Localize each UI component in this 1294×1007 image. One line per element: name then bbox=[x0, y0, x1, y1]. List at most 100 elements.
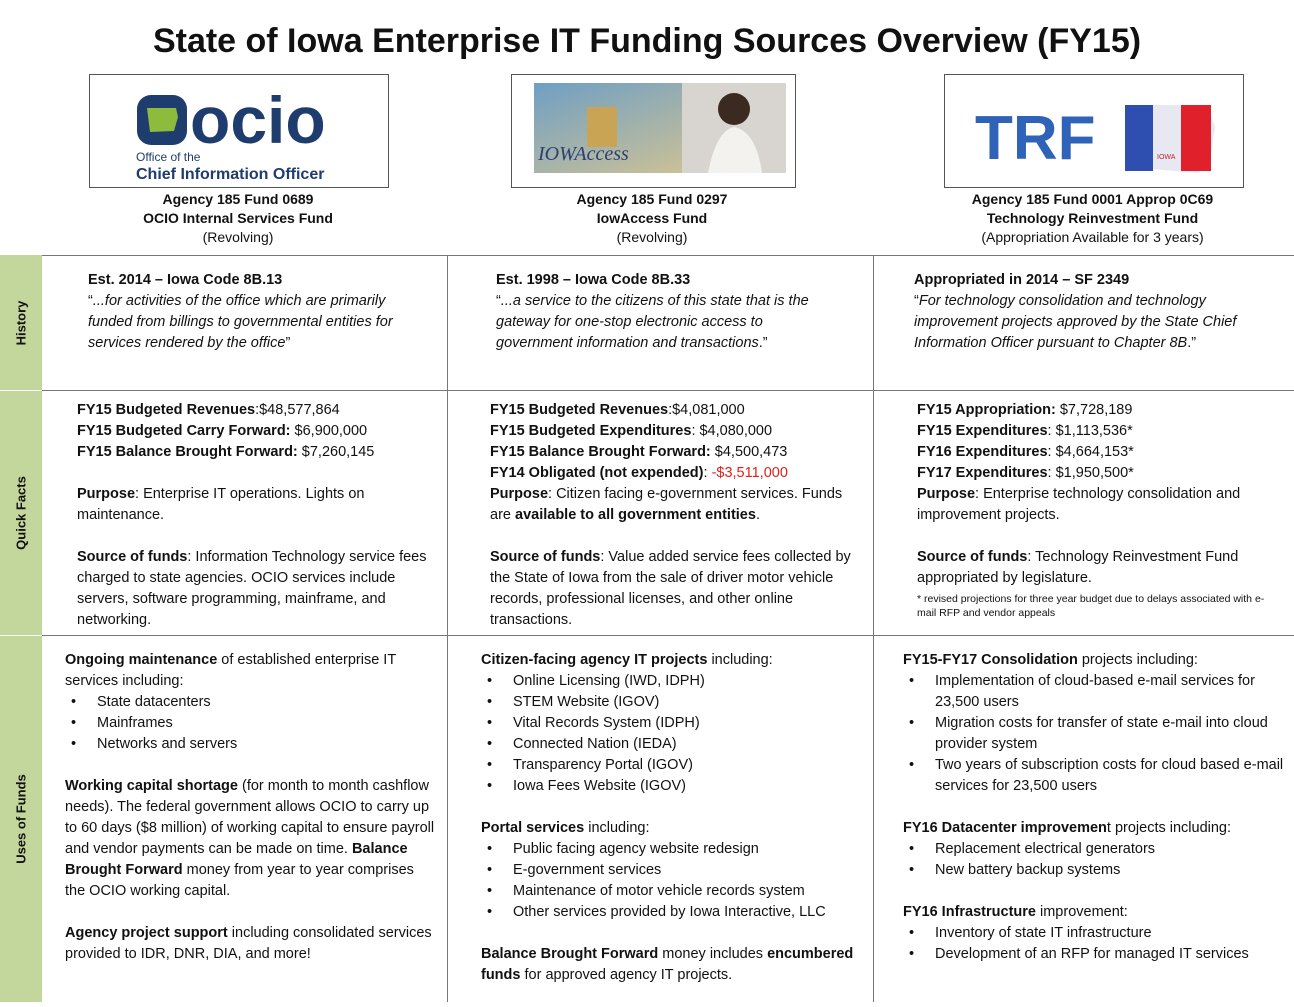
bullet-item: Mainframes bbox=[65, 713, 437, 734]
quick-facts-cell: FY15 Budgeted Revenues:$48,577,864 FY15 B… bbox=[77, 400, 432, 652]
text-run: “ bbox=[496, 293, 501, 309]
text-run: : bbox=[703, 465, 712, 481]
text-run: * revised projections for three year bud… bbox=[917, 593, 1265, 619]
text-run: Agency 185 Fund 0689 bbox=[162, 191, 314, 207]
text-run: State datacenters bbox=[97, 694, 211, 710]
paragraph: FY15 Budgeted Revenues:$4,081,000 FY15 Bu… bbox=[490, 400, 855, 526]
text-line: FY15 Balance Brought Forward: $4,500,473 bbox=[490, 442, 855, 463]
text-run: Purpose bbox=[490, 486, 549, 502]
bullet-item: Connected Nation (IEDA) bbox=[481, 734, 866, 755]
text-run: : $1,950,500* bbox=[1047, 465, 1134, 481]
text-line: Agency 185 Fund 0689 bbox=[89, 190, 387, 209]
text-run: -$3,511,000 bbox=[711, 465, 788, 481]
bullet-item: Online Licensing (IWD, IDPH) bbox=[481, 671, 866, 692]
text-run: encumbered funds bbox=[481, 946, 854, 983]
bullet-item: State datacenters bbox=[65, 692, 437, 713]
text-run: Inventory of state IT infrastructure bbox=[935, 925, 1152, 941]
paragraph: Est. 2014 – Iowa Code 8B.13 “...for activ… bbox=[88, 270, 428, 354]
text-run: Connected Nation (IEDA) bbox=[513, 736, 677, 752]
divider bbox=[873, 255, 874, 1002]
text-run: Est. 2014 – Iowa Code 8B.13 bbox=[88, 272, 283, 288]
row-label-box: Uses of Funds bbox=[0, 636, 42, 1003]
text-line: FY16 Datacenter improvement projects inc… bbox=[903, 818, 1288, 839]
text-run: available to all government entities bbox=[515, 507, 756, 523]
uses-cell: Ongoing maintenance of established enter… bbox=[65, 650, 437, 986]
text-run: including: bbox=[584, 820, 650, 836]
text-run: : Technology Reinvestment Fund appropria… bbox=[917, 549, 1239, 586]
text-run: $4,500,473 bbox=[710, 444, 788, 460]
paragraph: Balance Brought Forward money includes e… bbox=[481, 944, 866, 986]
ocio-logo: ocio Office of the Chief Information Off… bbox=[89, 74, 389, 188]
text-run: (Appropriation Available for 3 years) bbox=[981, 229, 1204, 245]
text-line: Source of funds: Technology Reinvestment… bbox=[917, 547, 1277, 589]
trf-logo-art: TRF IOWA bbox=[975, 104, 1215, 173]
text-run: Agency 185 Fund 0297 bbox=[576, 191, 728, 207]
text-line: FY15 Budgeted Revenues:$4,081,000 bbox=[490, 400, 855, 421]
ocio-logo-art: ocio Office of the Chief Information Off… bbox=[136, 83, 326, 183]
column-heading: Agency 185 Fund 0689 OCIO Internal Servic… bbox=[89, 190, 387, 247]
text-run: E-government services bbox=[513, 862, 662, 878]
bullet-item: Implementation of cloud-based e-mail ser… bbox=[903, 671, 1288, 713]
text-line: FY14 Obligated (not expended): -$3,511,0… bbox=[490, 463, 855, 484]
text-run: for approved agency IT projects. bbox=[520, 967, 733, 983]
paragraph: Working capital shortage (for month to m… bbox=[65, 776, 437, 902]
logo-word: IOWA bbox=[1157, 154, 1176, 161]
text-line: Source of funds: Value added service fee… bbox=[490, 547, 855, 631]
row-label-box: Quick Facts bbox=[0, 391, 42, 636]
paragraph: Source of funds: Information Technology … bbox=[77, 547, 432, 631]
text-run: $7,728,189 bbox=[1055, 402, 1133, 418]
text-run: including: bbox=[707, 652, 773, 668]
text-run: .” bbox=[1187, 335, 1197, 351]
text-run: .” bbox=[758, 335, 768, 351]
uses-cell: FY15-FY17 Consolidation projects includi… bbox=[903, 650, 1288, 986]
text-line: FY15 Budgeted Carry Forward: $6,900,000 bbox=[77, 421, 432, 442]
divider bbox=[42, 255, 1294, 256]
divider bbox=[42, 390, 1294, 391]
text-line: FY15 Budgeted Expenditures: $4,080,000 bbox=[490, 421, 855, 442]
bullet-item: Public facing agency website redesign bbox=[481, 839, 866, 860]
text-run: . bbox=[755, 507, 760, 523]
text-run: FY16 Expenditures bbox=[917, 444, 1048, 460]
text-line: (Revolving) bbox=[502, 228, 802, 247]
paragraph: Purpose: Enterprise IT operations. Light… bbox=[77, 484, 432, 526]
bullet-item: New battery backup systems bbox=[903, 860, 1288, 881]
text-line: Portal services including: bbox=[481, 818, 866, 839]
text-run: : Citizen facing e-government services. … bbox=[490, 486, 843, 523]
trf-logo: TRF IOWA bbox=[944, 74, 1244, 188]
text-run: IowAccess Fund bbox=[596, 210, 708, 226]
paragraph: Agency project support including consoli… bbox=[65, 923, 437, 965]
text-run: : $4,664,153* bbox=[1047, 444, 1134, 460]
text-line: Est. 1998 – Iowa Code 8B.33 bbox=[496, 270, 841, 291]
text-line: Agency 185 Fund 0297 bbox=[502, 190, 802, 209]
bullet-item: Iowa Fees Website (IGOV) bbox=[481, 776, 866, 797]
text-run: Migration costs for transfer of state e-… bbox=[935, 715, 1268, 752]
logo-word: ocio bbox=[190, 83, 326, 157]
text-run: Development of an RFP for managed IT ser… bbox=[935, 946, 1249, 962]
text-line: Purpose: Citizen facing e-government ser… bbox=[490, 484, 855, 526]
uses-cell: Citizen-facing agency IT projects includ… bbox=[481, 650, 866, 1007]
history-cell: Est. 2014 – Iowa Code 8B.13 “...for activ… bbox=[88, 270, 428, 375]
paragraph: Est. 1998 – Iowa Code 8B.33 “...a service… bbox=[496, 270, 841, 354]
text-run: Maintenance of motor vehicle records sys… bbox=[513, 883, 805, 899]
text-run: FY15 Expenditures bbox=[917, 423, 1048, 439]
text-line: Agency project support including consoli… bbox=[65, 923, 437, 965]
logo-word: IOWAccess bbox=[537, 143, 629, 165]
row-label: History bbox=[13, 300, 29, 345]
row-label: Uses of Funds bbox=[13, 774, 29, 864]
bullet-item: Other services provided by Iowa Interact… bbox=[481, 902, 866, 923]
text-line: FY17 Expenditures: $1,950,500* bbox=[917, 463, 1277, 484]
text-run: : Value added service fees collected by … bbox=[490, 549, 851, 628]
text-line: Purpose: Enterprise technology consolida… bbox=[917, 484, 1277, 526]
text-run: : $4,080,000 bbox=[691, 423, 773, 439]
text-line: Citizen-facing agency IT projects includ… bbox=[481, 650, 866, 671]
text-line: Est. 2014 – Iowa Code 8B.13 bbox=[88, 270, 428, 291]
text-run: Balance Brought Forward bbox=[481, 946, 659, 962]
bullet-item: Maintenance of motor vehicle records sys… bbox=[481, 881, 866, 902]
paragraph: FY15 Appropriation: $7,728,189 FY15 Expen… bbox=[917, 400, 1277, 526]
text-run: : Enterprise technology consolidation an… bbox=[917, 486, 1241, 523]
text-run: Purpose bbox=[917, 486, 976, 502]
text-line: * revised projections for three year bud… bbox=[917, 592, 1277, 620]
row-label: Quick Facts bbox=[13, 476, 29, 550]
text-run: Implementation of cloud-based e-mail ser… bbox=[935, 673, 1255, 710]
text-run: New battery backup systems bbox=[935, 862, 1121, 878]
